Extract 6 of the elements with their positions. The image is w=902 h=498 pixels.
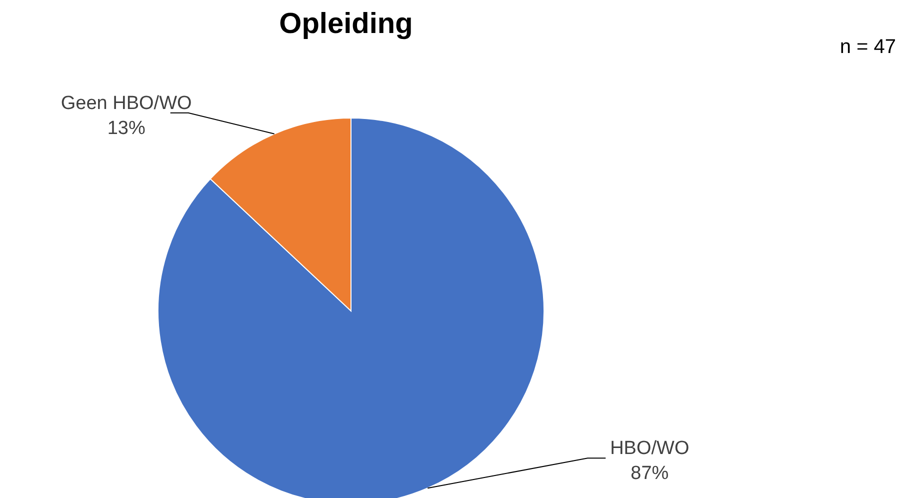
chart-title: Opleiding xyxy=(278,8,414,41)
data-label: 87% xyxy=(630,463,669,484)
text: n = 47 xyxy=(840,36,896,59)
data-label: 13% xyxy=(107,118,146,139)
slice-label: HBO/WO xyxy=(610,438,690,460)
slice-label: Geen HBO/WO xyxy=(60,92,192,114)
